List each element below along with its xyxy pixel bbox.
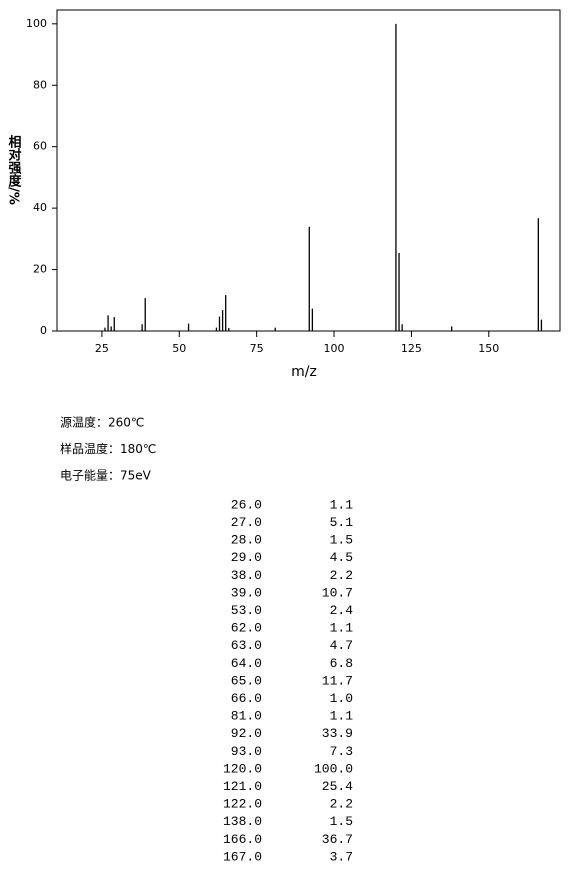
table-mz: 65.0 — [231, 673, 262, 688]
table-mz: 26.0 — [231, 497, 262, 512]
y-tick-label: 100 — [26, 17, 47, 30]
x-tick-label: 100 — [324, 342, 345, 355]
table-intensity: 25.4 — [322, 779, 353, 794]
table-intensity: 11.7 — [322, 673, 353, 688]
x-tick-label: 75 — [250, 342, 264, 355]
condition-line: 样品温度：180℃ — [60, 441, 156, 456]
table-mz: 166.0 — [223, 832, 262, 847]
table-mz: 92.0 — [231, 726, 262, 741]
table-mz: 138.0 — [223, 814, 262, 829]
x-tick-label: 150 — [478, 342, 499, 355]
y-tick-label: 0 — [40, 324, 47, 337]
x-tick-label: 125 — [401, 342, 422, 355]
table-intensity: 6.8 — [330, 656, 353, 671]
table-intensity: 36.7 — [322, 832, 353, 847]
table-intensity: 10.7 — [322, 585, 353, 600]
x-tick-label: 50 — [172, 342, 186, 355]
x-tick-label: 25 — [95, 342, 109, 355]
table-mz: 39.0 — [231, 585, 262, 600]
y-axis-label: 相对强度/% — [6, 135, 22, 205]
table-mz: 64.0 — [231, 656, 262, 671]
table-intensity: 100.0 — [314, 761, 353, 776]
table-mz: 28.0 — [231, 533, 262, 548]
table-intensity: 2.4 — [330, 603, 354, 618]
y-tick-label: 20 — [33, 263, 47, 276]
x-axis-label: m/z — [291, 364, 317, 380]
y-tick-label: 60 — [33, 140, 47, 153]
table-intensity: 1.0 — [330, 691, 353, 706]
table-intensity: 2.2 — [330, 568, 353, 583]
table-mz: 27.0 — [231, 515, 262, 530]
table-intensity: 1.1 — [330, 497, 354, 512]
table-intensity: 7.3 — [330, 744, 353, 759]
table-mz: 53.0 — [231, 603, 262, 618]
table-mz: 66.0 — [231, 691, 262, 706]
condition-line: 电子能量：75eV — [60, 469, 152, 483]
table-mz: 121.0 — [223, 779, 262, 794]
table-mz: 81.0 — [231, 709, 262, 724]
y-tick-label: 80 — [33, 78, 47, 91]
table-mz: 93.0 — [231, 744, 262, 759]
table-intensity: 1.5 — [330, 533, 353, 548]
table-intensity: 4.7 — [330, 638, 353, 653]
table-intensity: 1.1 — [330, 621, 354, 636]
table-mz: 167.0 — [223, 849, 262, 864]
table-intensity: 5.1 — [330, 515, 354, 530]
table-intensity: 2.2 — [330, 797, 353, 812]
table-mz: 38.0 — [231, 568, 262, 583]
table-intensity: 33.9 — [322, 726, 353, 741]
table-mz: 63.0 — [231, 638, 262, 653]
y-tick-label: 40 — [33, 201, 47, 214]
table-mz: 29.0 — [231, 550, 262, 565]
table-intensity: 1.5 — [330, 814, 353, 829]
plot-frame — [56, 9, 561, 332]
table-mz: 120.0 — [223, 761, 262, 776]
table-mz: 62.0 — [231, 621, 262, 636]
table-intensity: 1.1 — [330, 709, 354, 724]
table-intensity: 3.7 — [330, 849, 353, 864]
condition-line: 源温度：260℃ — [60, 415, 144, 430]
table-intensity: 4.5 — [330, 550, 353, 565]
table-mz: 122.0 — [223, 797, 262, 812]
